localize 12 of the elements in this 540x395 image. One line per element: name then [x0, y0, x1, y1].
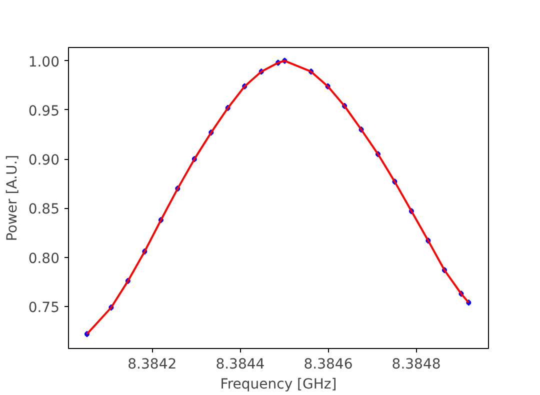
- y-tick-label: 0.80: [28, 250, 60, 267]
- y-tick-label: 1.00: [28, 54, 60, 70]
- y-tick-label: 0.85: [28, 202, 60, 218]
- y-tick-label: 0.95: [28, 103, 60, 120]
- x-tick-label: 8.3842: [128, 356, 177, 372]
- y-tick-label: 0.75: [28, 300, 60, 316]
- x-tick-label: 8.3846: [304, 356, 353, 372]
- y-tick-label: 0.90: [28, 152, 60, 169]
- y-axis-title: Power [A.U.]: [4, 154, 20, 242]
- x-axis-title: Frequency [GHz]: [220, 376, 337, 392]
- x-tick-label: 8.3848: [392, 356, 441, 372]
- x-tick-label: 8.3844: [216, 356, 265, 372]
